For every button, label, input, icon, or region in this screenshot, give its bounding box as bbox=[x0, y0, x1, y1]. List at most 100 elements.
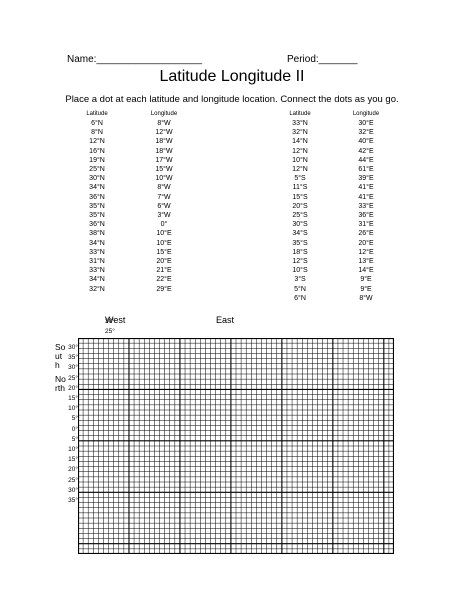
coordinate-cell: 41°E bbox=[358, 184, 374, 192]
coordinate-cell: 18°W bbox=[155, 138, 173, 146]
longitude-header: Longitude bbox=[150, 111, 178, 117]
north-label: No rth bbox=[55, 375, 66, 393]
latitude-tick-label: 30° bbox=[68, 364, 78, 372]
coordinate-cell: 18°S bbox=[292, 248, 308, 256]
coordinate-grid[interactable] bbox=[78, 338, 394, 554]
coordinate-cell: 12°N bbox=[292, 147, 308, 155]
latitude-tick-label: 35° bbox=[68, 354, 78, 362]
coordinate-cell: 12°S bbox=[292, 258, 308, 266]
coordinate-cell: 34°N bbox=[89, 239, 105, 247]
coordinate-cell: 5°N bbox=[294, 285, 306, 293]
name-field-label: Name:___________________ bbox=[67, 54, 203, 65]
coordinate-cell: 32°N bbox=[89, 285, 105, 293]
latitude-tick-label: 10° bbox=[68, 405, 78, 413]
coordinate-cell: 10°S bbox=[292, 267, 308, 275]
coordinate-cell: 20°E bbox=[358, 239, 374, 247]
coordinate-cell: 16°N bbox=[89, 147, 105, 155]
coordinate-cell: 8°W bbox=[157, 184, 171, 192]
latitude-header: Latitude bbox=[86, 111, 108, 117]
coordinate-cell: 8°W bbox=[157, 120, 171, 127]
coordinate-cell: 30°S bbox=[292, 221, 308, 229]
coordinate-cell: 31°N bbox=[89, 258, 105, 266]
period-field-label: Period:_______ bbox=[287, 54, 358, 65]
coordinate-cell: 30°E bbox=[358, 120, 374, 127]
instructions-text: Place a dot at each latitude and longitu… bbox=[65, 94, 399, 105]
coordinate-cell: 9°E bbox=[360, 276, 372, 284]
coordinate-cell: 3°S bbox=[294, 276, 306, 284]
coordinate-cell: 40°E bbox=[358, 138, 374, 146]
right-latitude-column: Latitude 33°N 32°N 14°N 12°N 10°N 12°N 5… bbox=[280, 110, 320, 303]
page-title: Latitude Longitude II bbox=[159, 68, 305, 85]
coordinate-cell: 32°E bbox=[358, 129, 374, 137]
latitude-tick-label: 25° bbox=[68, 476, 78, 484]
coordinate-cell: 14°N bbox=[292, 138, 308, 146]
coordinate-cell: 15°W bbox=[155, 166, 173, 174]
coordinate-cell: 10°N bbox=[292, 156, 308, 164]
coordinate-cell: 10°E bbox=[156, 230, 172, 238]
coordinate-cell: 32°N bbox=[292, 129, 308, 137]
left-longitude-column: Longitude 8°W 12°W 18°W 18°W 17°W 15°W 1… bbox=[142, 110, 186, 294]
coordinate-cell: 14°E bbox=[358, 267, 374, 275]
latitude-tick-label: 15° bbox=[68, 456, 78, 464]
coordinate-cell: 8°W bbox=[359, 294, 373, 302]
coordinate-cell: 11°S bbox=[292, 184, 308, 192]
left-latitude-column: Latitude 6°N 8°N 12°N 16°N 19°N 25°N 30°… bbox=[78, 110, 116, 294]
coordinate-cell: 34°N bbox=[89, 276, 105, 284]
latitude-tick-label: 5° bbox=[71, 435, 78, 443]
coordinate-cell: 36°E bbox=[358, 212, 374, 220]
coordinate-cell: 21°E bbox=[156, 267, 172, 275]
coordinate-cell: 9°E bbox=[360, 285, 372, 293]
latitude-tick-label: 35° bbox=[68, 497, 78, 504]
coordinate-cell: 12°E bbox=[358, 248, 374, 256]
latitude-tick-label: 25° bbox=[68, 374, 78, 382]
coordinate-cell: 22°E bbox=[156, 276, 172, 284]
coordinate-cell: 20°E bbox=[156, 258, 172, 266]
coordinate-cell: 0° bbox=[160, 221, 168, 229]
coordinate-cell: 3°W bbox=[157, 212, 171, 220]
coordinate-cell: 26°E bbox=[358, 230, 374, 238]
latitude-tick-label: 30° bbox=[68, 344, 78, 351]
coordinate-cell: 36°N bbox=[89, 221, 105, 229]
coordinate-cell: 42°E bbox=[358, 147, 374, 155]
coordinate-cell: 12°N bbox=[292, 166, 308, 174]
coordinate-cell: 41°E bbox=[358, 193, 374, 201]
coordinate-cell: 6°N bbox=[91, 120, 103, 127]
west-degree-label: 30° bbox=[105, 318, 115, 325]
coordinate-cell: 10°W bbox=[155, 175, 173, 183]
coordinate-cell: 33°N bbox=[89, 248, 105, 256]
north-label-line: No bbox=[55, 374, 66, 384]
latitude-tick-label: 10° bbox=[68, 446, 78, 453]
coordinate-cell: 8°N bbox=[91, 129, 103, 137]
latitude-tick-label: 15° bbox=[68, 395, 78, 402]
coordinate-cell: 10°E bbox=[156, 239, 172, 247]
coordinate-cell: 25°S bbox=[292, 212, 308, 220]
latitude-tick-label: 30° bbox=[68, 486, 78, 494]
coordinate-cell: 6°W bbox=[157, 202, 171, 210]
coordinate-cell: 36°N bbox=[89, 193, 105, 201]
coordinate-cell: 31°E bbox=[358, 221, 374, 229]
coordinate-cell: 39°E bbox=[358, 175, 374, 183]
coordinate-cell: 33°N bbox=[89, 267, 105, 275]
coordinate-cell: 38°N bbox=[89, 230, 105, 238]
longitude-header: Longitude bbox=[352, 111, 380, 117]
west-label: West bbox=[105, 315, 126, 325]
coordinate-cell: 17°W bbox=[155, 156, 173, 164]
coordinate-cell: 6°N bbox=[294, 294, 306, 302]
latitude-tick-label: 5° bbox=[71, 415, 78, 423]
coordinate-cell: 13°E bbox=[358, 258, 374, 266]
coordinate-cell: 33°E bbox=[358, 202, 374, 210]
coordinate-cell: 12°N bbox=[89, 138, 105, 146]
coordinate-cell: 12°W bbox=[155, 129, 173, 137]
right-longitude-column: Longitude 30°E 32°E 40°E 42°E 44°E 61°E … bbox=[344, 110, 388, 303]
coordinate-cell: 29°E bbox=[156, 285, 172, 293]
coordinate-cell: 15°S bbox=[292, 193, 308, 201]
coordinate-cell: 44°E bbox=[358, 156, 374, 164]
south-label-line: h bbox=[55, 360, 60, 370]
coordinate-cell: 35°N bbox=[89, 212, 105, 220]
south-label-line: ut bbox=[55, 351, 63, 361]
coordinate-cell: 7°W bbox=[157, 193, 171, 201]
coordinate-cell: 19°N bbox=[89, 156, 105, 164]
coordinate-cell: 35°N bbox=[89, 202, 105, 210]
south-label-line: So bbox=[55, 342, 66, 352]
coordinate-cell: 33°N bbox=[292, 120, 308, 127]
